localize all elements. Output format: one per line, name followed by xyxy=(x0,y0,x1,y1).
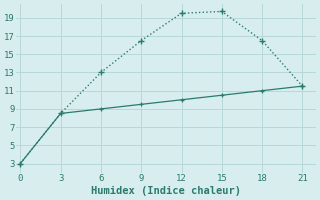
X-axis label: Humidex (Indice chaleur): Humidex (Indice chaleur) xyxy=(91,186,241,196)
